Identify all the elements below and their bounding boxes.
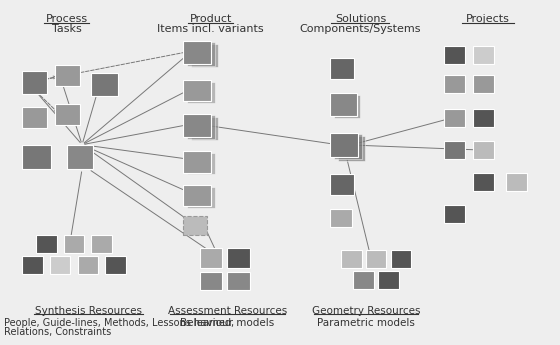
Bar [55, 104, 80, 125]
Bar [227, 248, 250, 267]
Bar [191, 117, 218, 140]
Bar [330, 174, 354, 195]
Text: Geometry Resources: Geometry Resources [312, 306, 420, 316]
Bar [444, 75, 465, 93]
Bar [105, 256, 126, 274]
Text: Product: Product [189, 14, 232, 24]
Text: Synthesis Resources: Synthesis Resources [35, 306, 142, 316]
Bar [227, 272, 250, 289]
Bar [22, 107, 46, 128]
Bar [22, 71, 46, 95]
Text: Components/Systems: Components/Systems [300, 24, 421, 34]
Bar [91, 235, 112, 253]
Text: Parametric models: Parametric models [317, 318, 415, 328]
Bar [183, 114, 211, 137]
Bar [36, 235, 57, 253]
Text: Items incl. variants: Items incl. variants [157, 24, 264, 34]
Text: Relations, Constraints: Relations, Constraints [4, 327, 111, 337]
Bar [191, 44, 218, 67]
Bar [444, 46, 465, 64]
Bar [473, 141, 494, 159]
Bar [183, 80, 211, 101]
Bar [22, 145, 51, 169]
Bar [444, 205, 465, 224]
Text: Projects: Projects [466, 14, 510, 24]
Bar [330, 209, 352, 227]
Bar [473, 173, 494, 191]
Bar [330, 133, 358, 157]
Bar [183, 41, 211, 64]
Bar [91, 73, 118, 96]
Bar [330, 93, 357, 117]
Bar [341, 249, 362, 267]
Bar [444, 109, 465, 127]
Bar [64, 235, 85, 253]
Bar [187, 153, 214, 174]
Text: Assessment Resources: Assessment Resources [167, 306, 287, 316]
Bar [334, 95, 361, 118]
Bar [199, 272, 222, 289]
Bar [187, 42, 214, 66]
Bar [330, 58, 354, 79]
Bar [199, 248, 222, 267]
Bar [444, 141, 465, 159]
Bar [187, 82, 214, 103]
Text: Behaviour models: Behaviour models [180, 318, 274, 328]
Bar [338, 136, 365, 161]
Bar [50, 256, 71, 274]
Bar [473, 46, 494, 64]
Bar [183, 216, 207, 235]
Bar [473, 75, 494, 93]
Bar [391, 249, 412, 267]
Text: Tasks: Tasks [52, 24, 81, 34]
Bar [334, 135, 362, 159]
Bar [78, 256, 98, 274]
Text: People, Guide-lines, Methods, Lessons learned,: People, Guide-lines, Methods, Lessons le… [4, 318, 234, 328]
Text: Process: Process [45, 14, 87, 24]
Bar [187, 116, 214, 139]
Bar [378, 270, 399, 288]
Bar [183, 185, 211, 206]
Bar [366, 249, 386, 267]
Bar [55, 65, 80, 86]
Bar [187, 187, 214, 208]
Bar [473, 109, 494, 127]
Bar [22, 256, 43, 274]
Bar [183, 151, 211, 172]
Bar [67, 145, 93, 169]
Text: Solutions: Solutions [335, 14, 386, 24]
Bar [353, 270, 374, 288]
Bar [506, 173, 528, 191]
